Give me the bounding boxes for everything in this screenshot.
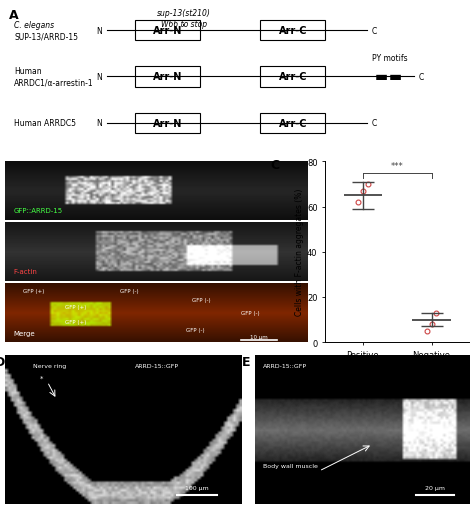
- Text: Arr-C: Arr-C: [279, 119, 307, 128]
- Text: 20 μm: 20 μm: [425, 485, 445, 490]
- Text: C. elegans: C. elegans: [14, 21, 54, 30]
- Text: C: C: [372, 119, 377, 128]
- Text: Merge: Merge: [14, 330, 36, 336]
- Text: N: N: [97, 26, 102, 36]
- Text: ARRDC1/α-arrestin-1: ARRDC1/α-arrestin-1: [14, 78, 94, 88]
- Text: ▬: ▬: [388, 70, 401, 84]
- FancyBboxPatch shape: [260, 21, 325, 41]
- Text: N: N: [97, 119, 102, 128]
- Text: C: C: [372, 26, 377, 36]
- Text: A: A: [9, 10, 19, 22]
- Text: F-actin: F-actin: [14, 269, 38, 275]
- FancyBboxPatch shape: [135, 67, 200, 88]
- Text: SUP-13/ARRD-15: SUP-13/ARRD-15: [14, 33, 78, 41]
- FancyBboxPatch shape: [260, 114, 325, 133]
- Text: C: C: [418, 73, 423, 82]
- Text: Human: Human: [14, 67, 42, 76]
- FancyBboxPatch shape: [260, 67, 325, 88]
- Text: Nerve ring: Nerve ring: [33, 363, 66, 368]
- Text: Body wall muscle: Body wall muscle: [263, 463, 318, 468]
- Text: Arr-C: Arr-C: [279, 72, 307, 82]
- Text: GFP::ARRD-15: GFP::ARRD-15: [14, 208, 63, 214]
- Text: GFP (+): GFP (+): [65, 304, 87, 309]
- Text: GFP (-): GFP (-): [192, 297, 211, 302]
- Text: 10 μm: 10 μm: [250, 334, 268, 340]
- Text: ***: ***: [391, 162, 403, 171]
- Text: C: C: [271, 158, 280, 172]
- Text: 100 μm: 100 μm: [185, 485, 209, 490]
- Text: ARRD-15::GFP: ARRD-15::GFP: [263, 363, 307, 368]
- Text: Arr-C: Arr-C: [279, 26, 307, 36]
- Text: GFP (+): GFP (+): [23, 288, 44, 293]
- FancyBboxPatch shape: [135, 114, 200, 133]
- Text: PY motifs: PY motifs: [373, 54, 408, 63]
- X-axis label: GFP::ARRD-15: GFP::ARRD-15: [367, 367, 427, 376]
- Text: D: D: [0, 355, 6, 368]
- FancyBboxPatch shape: [135, 21, 200, 41]
- Text: N: N: [97, 73, 102, 82]
- Text: E: E: [242, 355, 250, 368]
- Text: GFP (-): GFP (-): [186, 327, 205, 332]
- Text: Arr-N: Arr-N: [153, 26, 182, 36]
- Text: *: *: [40, 375, 44, 381]
- Text: Arr-N: Arr-N: [153, 72, 182, 82]
- Text: GFP (+): GFP (+): [65, 319, 87, 324]
- Text: GFP (-): GFP (-): [120, 288, 138, 293]
- Text: GFP (-): GFP (-): [241, 310, 259, 316]
- Y-axis label: Cells with F-actin aggregates (%): Cells with F-actin aggregates (%): [295, 189, 304, 316]
- Text: Arr-N: Arr-N: [153, 119, 182, 128]
- Text: ▬: ▬: [374, 70, 388, 84]
- Text: Human ARRDC5: Human ARRDC5: [14, 119, 76, 128]
- Text: ARRD-15::GFP: ARRD-15::GFP: [135, 363, 179, 368]
- Text: sup-13(st210)
W66 to stop: sup-13(st210) W66 to stop: [156, 10, 210, 29]
